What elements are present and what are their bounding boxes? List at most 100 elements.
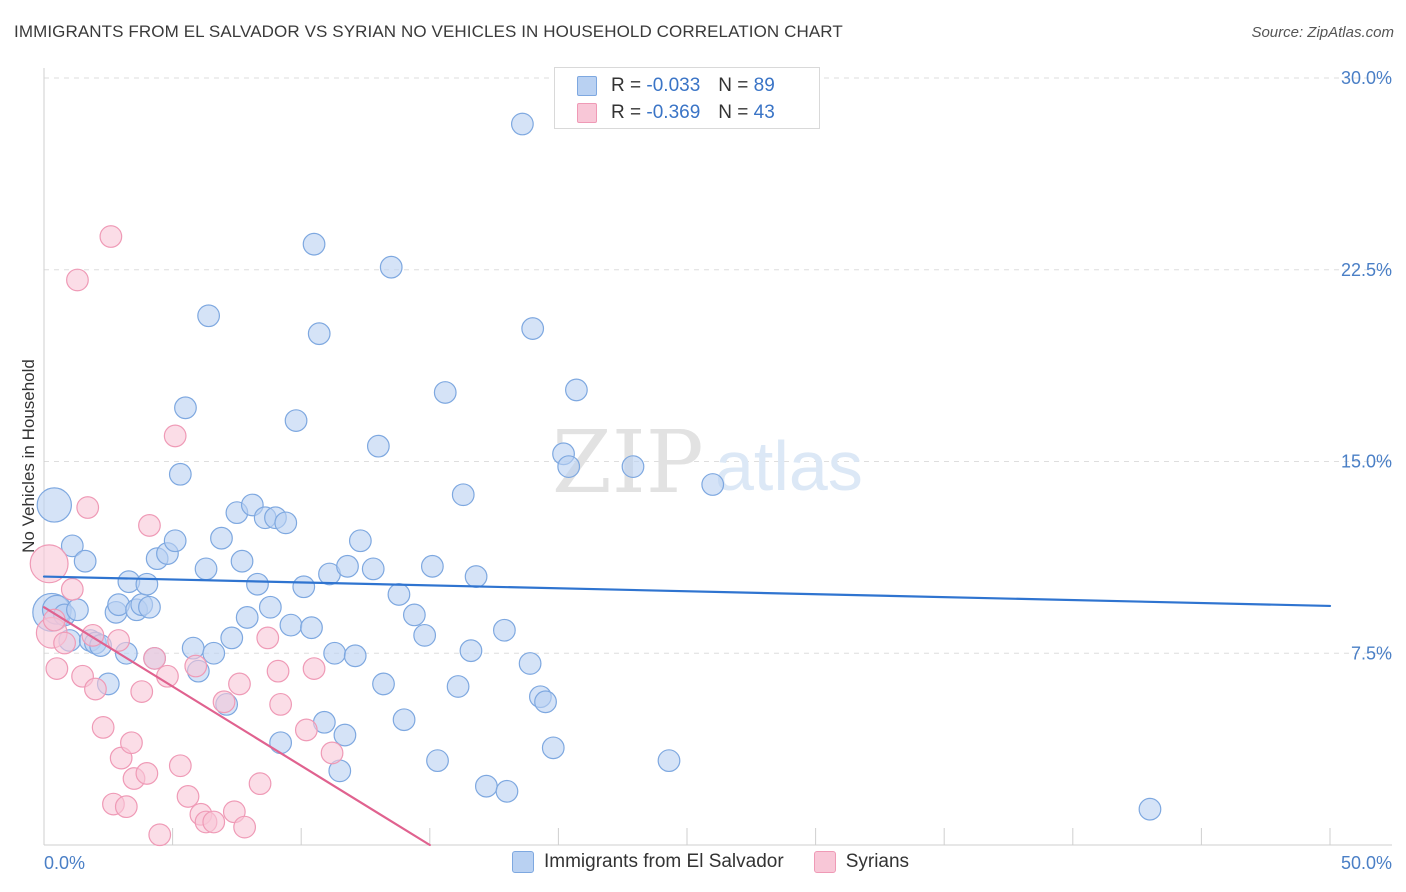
point-salvador <box>495 779 519 803</box>
point-salvador <box>348 529 372 553</box>
point-syrians <box>107 629 130 652</box>
legend-item-syrians[interactable]: Syrians <box>813 851 909 873</box>
point-salvador <box>621 455 645 479</box>
watermark-atlas: atlas <box>715 427 863 505</box>
point-salvador <box>361 557 385 581</box>
point-salvador <box>163 529 187 553</box>
point-salvador <box>235 606 259 629</box>
stats-legend: R = -0.033 N = 89 R = -0.369 N = 43 <box>554 67 820 129</box>
point-salvador <box>230 549 254 573</box>
point-syrians <box>266 659 290 683</box>
trend-line-salvador <box>42 575 1332 608</box>
point-syrians <box>302 657 326 680</box>
point-syrians <box>184 654 208 678</box>
point-syrians <box>163 424 187 448</box>
point-salvador <box>307 322 331 346</box>
stats-legend-row-syrians: R = -0.369 N = 43 <box>577 100 775 126</box>
y-tick-labels: 7.5% 15.0% 22.5% 30.0% <box>1341 68 1392 663</box>
point-salvador <box>292 575 316 599</box>
x-tick-label-min: 0.0% <box>44 853 85 873</box>
point-salvador <box>565 378 588 402</box>
point-syrians <box>138 514 161 537</box>
chart-title: IMMIGRANTS FROM EL SALVADOR VS SYRIAN NO… <box>14 22 843 41</box>
x-tick-label-max: 50.0% <box>1341 853 1392 873</box>
point-salvador <box>387 583 411 606</box>
point-salvador <box>379 255 403 279</box>
point-syrians <box>294 718 318 742</box>
point-syrians <box>130 680 154 703</box>
point-syrians <box>256 626 280 650</box>
point-salvador <box>392 708 416 732</box>
point-salvador <box>426 749 449 773</box>
r-value-salvador: -0.033 <box>646 75 701 96</box>
point-salvador <box>135 572 159 596</box>
n-value-syrians: 43 <box>753 102 775 123</box>
series-legend: Immigrants from El Salvador Syrians <box>512 851 939 873</box>
point-syrians <box>53 631 76 655</box>
point-salvador <box>402 603 426 627</box>
point-salvador <box>1138 797 1162 821</box>
stats-legend-row-salvador: R = -0.033 N = 89 <box>577 73 775 99</box>
point-syrians <box>233 815 257 839</box>
point-salvador <box>372 672 395 696</box>
x-tick-marks <box>172 828 1331 845</box>
y-tick-label: 22.5% <box>1341 260 1392 280</box>
salvador-swatch <box>577 76 597 96</box>
point-syrians <box>120 731 143 755</box>
legend-label-salvador: Immigrants from El Salvador <box>544 851 784 872</box>
point-syrians <box>99 225 123 248</box>
y-tick-label: 7.5% <box>1351 643 1392 663</box>
y-tick-label: 30.0% <box>1341 68 1392 88</box>
point-salvador <box>420 554 444 578</box>
point-salvador <box>60 534 84 558</box>
point-salvador <box>323 641 347 665</box>
point-syrians <box>202 810 226 834</box>
point-syrians <box>228 672 251 696</box>
point-salvador <box>274 511 298 535</box>
point-syrians <box>148 823 172 847</box>
r-label: R = <box>611 102 642 123</box>
trend-lines <box>42 575 1332 847</box>
point-salvador <box>66 598 89 622</box>
point-salvador <box>284 409 308 432</box>
point-salvador <box>220 626 244 650</box>
point-syrians <box>320 741 344 765</box>
point-salvador <box>246 572 269 596</box>
point-salvador <box>541 736 565 760</box>
point-salvador <box>168 462 192 486</box>
point-salvador <box>464 565 488 588</box>
n-value-salvador: 89 <box>753 75 775 96</box>
syrians-swatch <box>577 103 597 123</box>
point-salvador <box>557 455 581 479</box>
y-axis-label: No Vehicles in Household <box>19 359 38 553</box>
point-salvador <box>701 473 725 496</box>
point-syrians <box>114 795 138 819</box>
point-syrians <box>29 544 69 584</box>
legend-swatch-syrians <box>813 851 836 873</box>
point-salvador <box>459 639 483 663</box>
point-salvador <box>73 549 97 573</box>
point-syrians <box>60 577 84 601</box>
point-salvador <box>451 483 475 507</box>
watermark: ZIP atlas <box>552 413 863 513</box>
point-salvador <box>534 690 557 714</box>
r-label: R = <box>611 75 642 96</box>
point-salvador <box>366 434 390 458</box>
points <box>29 112 1162 847</box>
point-salvador <box>336 554 359 578</box>
point-salvador <box>510 112 534 136</box>
point-salvador <box>197 304 221 328</box>
point-salvador <box>474 774 498 798</box>
point-salvador <box>174 396 197 420</box>
point-salvador <box>202 641 226 665</box>
point-syrians <box>91 715 115 739</box>
point-syrians <box>76 496 100 519</box>
point-syrians <box>143 646 166 670</box>
point-syrians <box>212 690 236 714</box>
point-salvador <box>518 652 542 675</box>
point-salvador <box>269 731 293 755</box>
r-value-syrians: -0.369 <box>646 102 701 123</box>
point-salvador <box>492 618 516 642</box>
legend-item-salvador[interactable]: Immigrants from El Salvador <box>512 851 784 873</box>
